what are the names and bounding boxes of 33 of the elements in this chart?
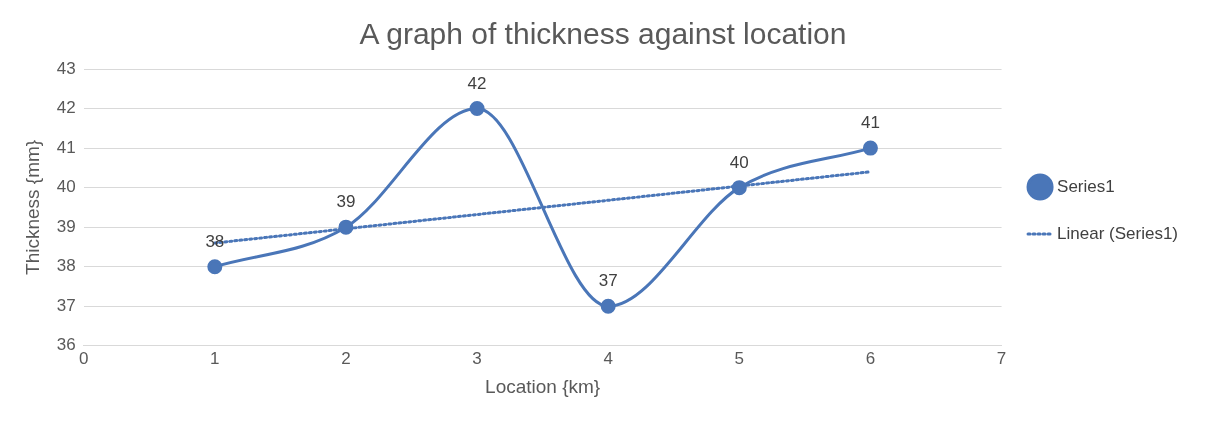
y-axis-title: Thickness {mm}	[21, 139, 43, 275]
data-label: 40	[729, 152, 749, 172]
point	[469, 101, 485, 117]
x-tick-label: 0	[78, 348, 89, 368]
x-tick-label: 6	[865, 348, 876, 368]
y-tick-label: 39	[56, 216, 76, 236]
x-tick-label: 1	[210, 348, 220, 368]
chart-title: A graph of thickness against location	[359, 17, 847, 51]
y-tick-label: 36	[56, 335, 76, 355]
data-label: 39	[336, 192, 356, 212]
data-label: 41	[860, 113, 880, 133]
legend-label: Series1	[1057, 176, 1115, 196]
y-tick-label: 38	[56, 256, 76, 276]
y-tick-label: 40	[56, 177, 76, 197]
point	[338, 219, 354, 235]
legend-label: Linear (Series1)	[1057, 223, 1179, 243]
y-tick-label: 41	[56, 137, 76, 157]
point	[207, 259, 223, 275]
x-tick-label: 2	[341, 348, 351, 368]
data-label: 37	[598, 271, 618, 291]
data-label: 38	[205, 231, 225, 251]
x-tick-label: 5	[734, 348, 745, 368]
y-tick-label: 42	[56, 98, 76, 118]
data-label: 42	[467, 73, 487, 93]
point	[862, 140, 878, 156]
x-tick-label: 7	[996, 348, 1007, 368]
x-tick-label: 3	[472, 348, 482, 368]
point	[600, 298, 616, 314]
x-tick-label: 4	[603, 348, 613, 368]
x-axis-title: Location {km}	[485, 375, 601, 397]
y-tick-label: 43	[56, 58, 76, 78]
y-tick-label: 37	[56, 295, 76, 315]
point	[731, 180, 747, 196]
